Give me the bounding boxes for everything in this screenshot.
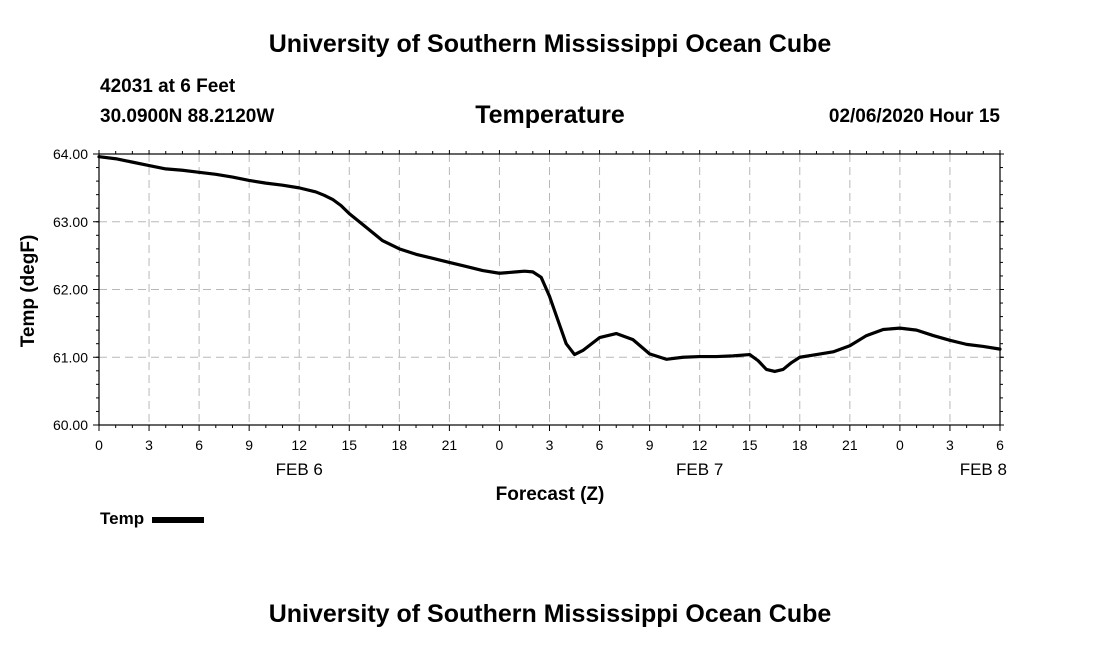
- x-tick-label: 3: [145, 437, 153, 453]
- date-label: FEB 7: [676, 460, 723, 479]
- x-tick-label: 3: [946, 437, 954, 453]
- timestamp-label: 02/06/2020 Hour 15: [828, 106, 1000, 127]
- x-tick-label: 0: [95, 437, 103, 453]
- series: [97, 155, 1002, 374]
- x-tick-label: 21: [442, 437, 458, 453]
- x-tick-label: 9: [646, 437, 654, 453]
- x-tick-label: 18: [792, 437, 808, 453]
- station-label: 42031 at 6 Feet: [100, 76, 236, 97]
- plot-frame: [98, 153, 1001, 426]
- grid: [99, 154, 1000, 425]
- x-tick-label: 21: [842, 437, 858, 453]
- date-label: FEB 8: [960, 460, 1007, 479]
- x-tick-label: 0: [896, 437, 904, 453]
- org-title-top: University of Southern Mississippi Ocean…: [268, 30, 832, 58]
- y-tick-label: 61.00: [53, 349, 88, 365]
- x-tick-label: 15: [341, 437, 357, 453]
- coordinates-label: 30.0900N 88.2120W: [100, 106, 275, 127]
- date-label: FEB 6: [276, 460, 323, 479]
- y-axis-label: Temp (degF): [18, 235, 39, 348]
- x-tick-label: 12: [291, 437, 307, 453]
- x-tick-label: 0: [496, 437, 504, 453]
- x-tick-label: 6: [596, 437, 604, 453]
- org-title-bottom: University of Southern Mississippi Ocean…: [268, 600, 832, 628]
- legend-swatch: [152, 517, 205, 523]
- legend-label: Temp: [100, 509, 145, 528]
- legend: Temp: [100, 509, 205, 529]
- temp-series-line: [97, 155, 1002, 374]
- y-tick-label: 60.00: [53, 417, 88, 433]
- y-tick-label: 63.00: [53, 214, 88, 230]
- y-tick-label: 64.00: [53, 146, 88, 162]
- axes: 0 3 6 9 12 15 18 21 0 3 6 9 12 15 18 21 0 3 6 60.00 61.00 62.…: [53, 146, 1007, 479]
- x-tick-label: 18: [392, 437, 408, 453]
- chart-title: Temperature: [475, 101, 625, 129]
- x-tick-label: 6: [195, 437, 203, 453]
- x-tick-label: 6: [996, 437, 1004, 453]
- x-tick-label: 9: [245, 437, 253, 453]
- x-tick-label: 12: [692, 437, 708, 453]
- y-tick-label: 62.00: [53, 282, 88, 298]
- x-axis-label: Forecast (Z): [496, 484, 605, 505]
- x-tick-label: 15: [742, 437, 758, 453]
- x-tick-label: 3: [546, 437, 554, 453]
